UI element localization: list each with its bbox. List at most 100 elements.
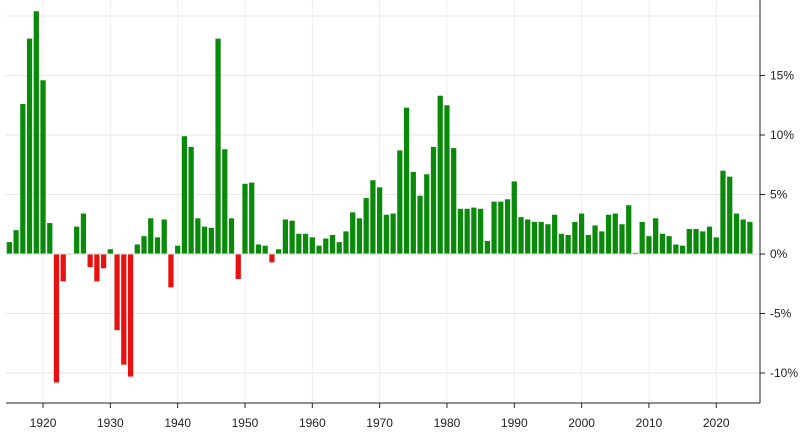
bar-2006	[619, 224, 625, 254]
bar-1954	[269, 254, 275, 263]
bar-1934	[134, 244, 140, 254]
bar-1993	[531, 221, 538, 254]
bar-1994	[538, 221, 544, 254]
bar-1946	[215, 38, 221, 254]
bar-1941	[181, 136, 188, 254]
bar-1973	[397, 150, 403, 254]
bar-2013	[666, 236, 672, 254]
bar-1925	[74, 226, 80, 254]
bar-1928	[94, 254, 100, 282]
x-tick-label: 1940	[164, 416, 191, 430]
bar-2024	[740, 219, 746, 254]
bar-1991	[518, 217, 524, 254]
bar-1932	[121, 254, 127, 365]
bar-1999	[572, 221, 578, 254]
bar-2019	[706, 226, 713, 254]
bar-2015	[679, 245, 686, 254]
bar-1986	[484, 240, 490, 254]
bar-1976	[417, 195, 423, 254]
bar-1938	[161, 219, 167, 254]
bar-1958	[296, 233, 302, 254]
bar-1965	[343, 231, 349, 254]
bar-2016	[686, 229, 692, 254]
bar-1968	[363, 198, 369, 254]
bars	[6, 11, 753, 383]
bar-1936	[148, 218, 154, 254]
bar-2005	[612, 213, 618, 254]
bar-1944	[201, 226, 208, 254]
bar-1992	[525, 219, 531, 254]
gridlines	[6, 0, 760, 403]
x-tick-label: 1960	[299, 416, 326, 430]
bar-1927	[87, 254, 93, 268]
bar-1969	[370, 180, 376, 254]
bar-2023	[733, 213, 740, 254]
bar-2018	[700, 231, 706, 254]
bar-1930	[107, 249, 113, 254]
bar-2007	[626, 205, 632, 254]
y-tick-label: 10%	[770, 128, 794, 142]
bar-2014	[673, 244, 679, 254]
bar-1962	[323, 238, 329, 254]
bar-1975	[410, 171, 416, 254]
bar-1916	[13, 230, 19, 254]
bar-1947	[222, 149, 228, 254]
bar-2020	[713, 237, 719, 254]
bar-1935	[141, 236, 147, 254]
bar-1926	[80, 213, 87, 254]
bar-1922	[53, 254, 60, 383]
y-tick-label: -10%	[770, 366, 798, 380]
bar-1923	[60, 254, 66, 282]
bar-1984	[471, 207, 477, 254]
bar-1915	[6, 242, 12, 254]
bar-1998	[565, 234, 571, 254]
bar-1997	[558, 233, 565, 254]
bar-1961	[316, 245, 322, 254]
bar-1981	[451, 148, 457, 254]
x-tick-label: 1930	[97, 416, 124, 430]
bar-1955	[276, 249, 282, 254]
bar-1917	[20, 104, 26, 254]
x-tick-label: 1950	[232, 416, 259, 430]
bar-2025	[747, 221, 753, 254]
bar-1985	[477, 208, 484, 254]
bar-1960	[309, 237, 315, 254]
bar-1940	[175, 245, 181, 254]
x-tick-label: 2010	[636, 416, 663, 430]
bar-2021	[720, 170, 726, 254]
bar-1931	[114, 254, 120, 331]
x-tick-label: 1980	[434, 416, 461, 430]
bar-1972	[390, 213, 396, 254]
bar-1966	[350, 212, 356, 254]
bar-2001	[585, 234, 591, 254]
x-tick-label: 2000	[568, 416, 595, 430]
bar-1963	[329, 234, 336, 254]
bar-1937	[154, 237, 161, 254]
x-tick-label: 2020	[703, 416, 730, 430]
bar-1957	[289, 220, 295, 254]
bar-1929	[100, 254, 107, 269]
x-tick-label: 1920	[30, 416, 57, 430]
bar-1919	[33, 11, 39, 254]
bar-1977	[424, 174, 430, 254]
bar-1948	[228, 218, 235, 254]
bar-1967	[356, 218, 363, 254]
tick-labels: 15% 10% 5% 0% -5% -10% 1920 1930 1940 1950 1960 197…	[30, 69, 799, 431]
bar-2004	[605, 214, 612, 254]
bar-1952	[255, 244, 262, 254]
bar-1943	[195, 218, 201, 254]
y-tick-label: 15%	[770, 69, 794, 83]
bar-1987	[491, 201, 497, 254]
bar-2008	[632, 252, 639, 254]
bar-1971	[383, 214, 389, 254]
bar-2011	[653, 218, 659, 254]
bar-2017	[693, 229, 699, 254]
bar-1995	[545, 224, 551, 254]
bar-1953	[262, 245, 268, 254]
y-tick-label: -5%	[770, 307, 792, 321]
bar-1988	[498, 201, 504, 254]
bar-1974	[403, 107, 410, 254]
bar-1945	[208, 227, 214, 254]
bar-2009	[639, 221, 645, 254]
bar-1989	[504, 199, 511, 254]
